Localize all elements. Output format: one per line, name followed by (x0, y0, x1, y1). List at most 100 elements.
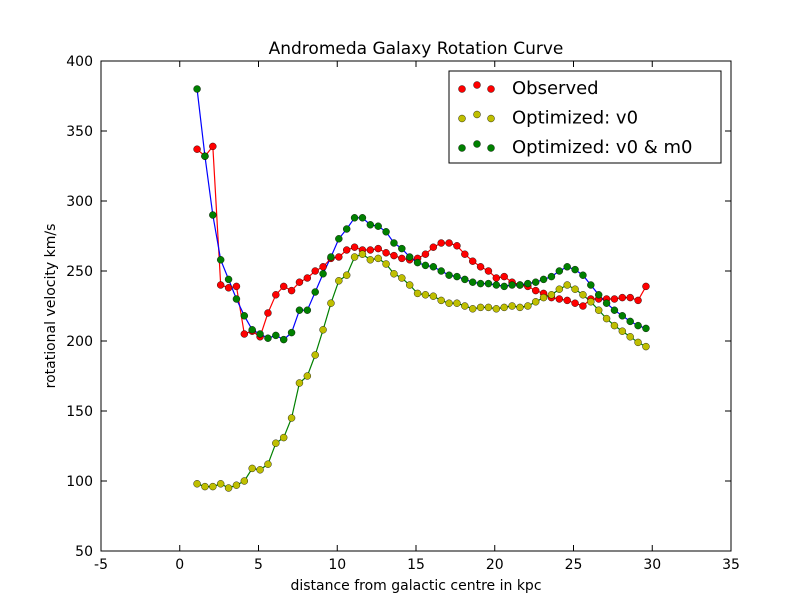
data-point (587, 298, 595, 306)
data-point (555, 285, 564, 293)
x-axis-label: distance from galactic centre in kpc (290, 578, 541, 594)
data-point (626, 293, 634, 302)
legend-marker (473, 110, 481, 119)
data-point (516, 303, 524, 312)
data-point (595, 306, 603, 314)
data-point (484, 279, 493, 288)
data-point (335, 277, 343, 285)
data-point (374, 222, 382, 230)
data-point (350, 243, 359, 251)
data-point (319, 270, 327, 278)
data-point (571, 265, 579, 274)
data-point (500, 272, 508, 281)
data-point (232, 295, 241, 303)
data-point (224, 275, 233, 284)
data-point (209, 482, 217, 491)
y-tick-label: 150 (66, 404, 93, 420)
legend-marker (487, 85, 495, 93)
y-axis-label: rotational velocity km/s (43, 224, 59, 389)
data-point (476, 279, 485, 288)
data-point (256, 466, 264, 474)
legend-label: Observed (512, 78, 599, 99)
data-point (319, 263, 327, 271)
data-point (626, 317, 634, 326)
data-point (390, 251, 398, 260)
data-point (500, 303, 508, 312)
data-point (216, 256, 225, 264)
data-point (524, 302, 532, 310)
data-point (642, 282, 650, 291)
data-point (642, 324, 650, 333)
data-point (602, 299, 611, 307)
data-point (358, 250, 367, 258)
data-point (295, 379, 304, 387)
legend-marker (458, 85, 466, 93)
data-point (547, 291, 556, 299)
data-point (634, 321, 642, 330)
data-point (287, 286, 296, 295)
data-point (216, 281, 225, 289)
data-point (563, 263, 571, 271)
data-point (382, 249, 390, 257)
data-point (374, 244, 382, 253)
data-point (610, 295, 619, 303)
data-point (232, 481, 241, 489)
data-point (280, 335, 288, 344)
data-point (618, 293, 627, 302)
data-point (311, 351, 319, 359)
x-tick-label: 25 (565, 557, 583, 573)
y-tick-label: 300 (66, 194, 93, 210)
data-point (358, 214, 367, 222)
data-point (343, 225, 351, 233)
x-tick-label: 20 (486, 557, 504, 573)
data-point (532, 298, 540, 306)
data-point (248, 326, 256, 334)
data-point (429, 243, 438, 251)
data-point (264, 334, 272, 342)
data-point (610, 306, 619, 314)
data-point (272, 331, 280, 340)
data-point (429, 263, 438, 271)
data-point (437, 239, 445, 247)
data-point (413, 289, 422, 298)
data-point (445, 239, 453, 247)
data-point (461, 250, 469, 258)
legend-marker (458, 114, 466, 123)
data-point (484, 267, 493, 275)
data-point (350, 253, 359, 261)
data-point (563, 296, 571, 305)
data-point (406, 253, 414, 261)
data-point (492, 305, 501, 313)
data-point (366, 221, 375, 229)
data-point (343, 246, 351, 254)
data-point (335, 253, 343, 261)
data-point (571, 285, 579, 293)
data-point (295, 306, 304, 314)
data-point (209, 211, 217, 219)
data-point (209, 142, 217, 151)
data-point (437, 296, 445, 305)
legend-marker (458, 144, 466, 152)
data-point (240, 330, 249, 338)
data-point (390, 270, 398, 278)
data-point (571, 299, 579, 307)
legend-marker (473, 140, 481, 148)
series-line (196, 253, 647, 489)
data-point (327, 299, 335, 307)
data-point (224, 284, 233, 292)
data-point (445, 299, 453, 307)
data-point (256, 330, 264, 338)
data-point (587, 281, 595, 289)
data-point (634, 296, 642, 305)
data-point (303, 372, 312, 380)
data-point (264, 460, 272, 468)
data-point (382, 260, 390, 268)
data-point (563, 281, 571, 289)
y-tick-label: 50 (75, 544, 93, 560)
data-point (280, 433, 288, 442)
data-point (366, 246, 375, 254)
data-point (406, 281, 414, 289)
data-point (335, 235, 343, 243)
data-point (476, 263, 485, 271)
